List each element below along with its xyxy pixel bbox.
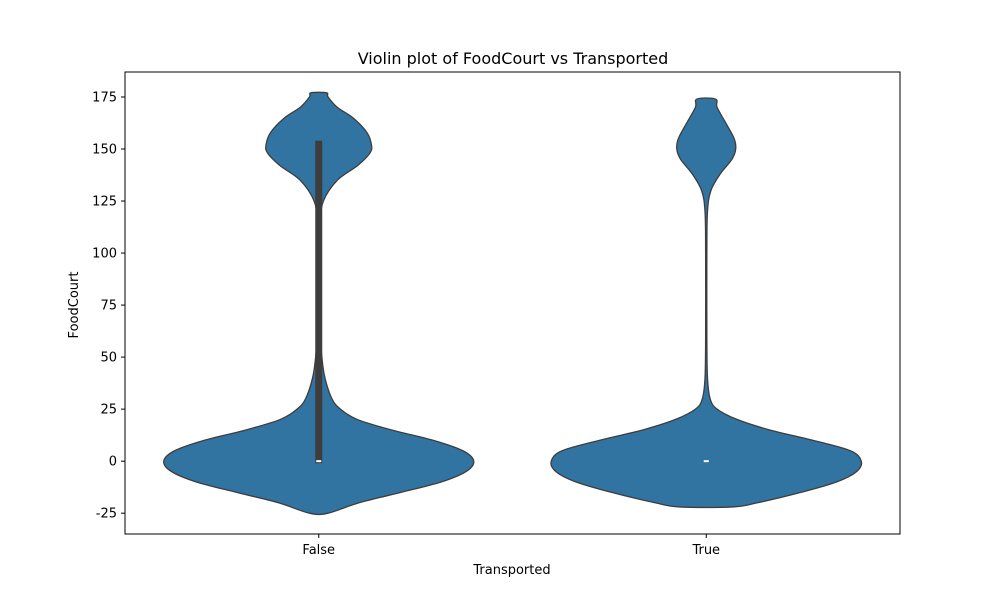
y-tick-label: 150 [92,143,117,158]
iqr-box [315,140,323,464]
y-tick-label: 175 [92,90,117,105]
plot-frame [124,71,901,535]
x-tick-label: False [302,543,335,558]
y-axis: -25 0 25 50 75 100 125 150 175 [92,90,125,522]
y-tick-label: 125 [92,195,117,210]
y-tick-label: 25 [100,403,117,418]
violin-true [550,97,863,509]
y-tick-label: 0 [109,455,117,470]
y-axis-label: FoodCourt [67,272,82,339]
y-tick-label: 50 [100,351,117,366]
y-tick-label: -25 [96,507,117,522]
x-axis: False True [302,534,720,558]
median-marker [703,460,709,463]
median-marker [316,460,322,463]
violins-layer [163,91,863,516]
y-tick-label: 100 [92,247,117,262]
x-axis-label: Transported [472,563,550,578]
chart-title: Violin plot of FoodCourt vs Transported [358,49,669,68]
x-tick-label: True [691,543,720,558]
y-tick-label: 75 [100,299,117,314]
